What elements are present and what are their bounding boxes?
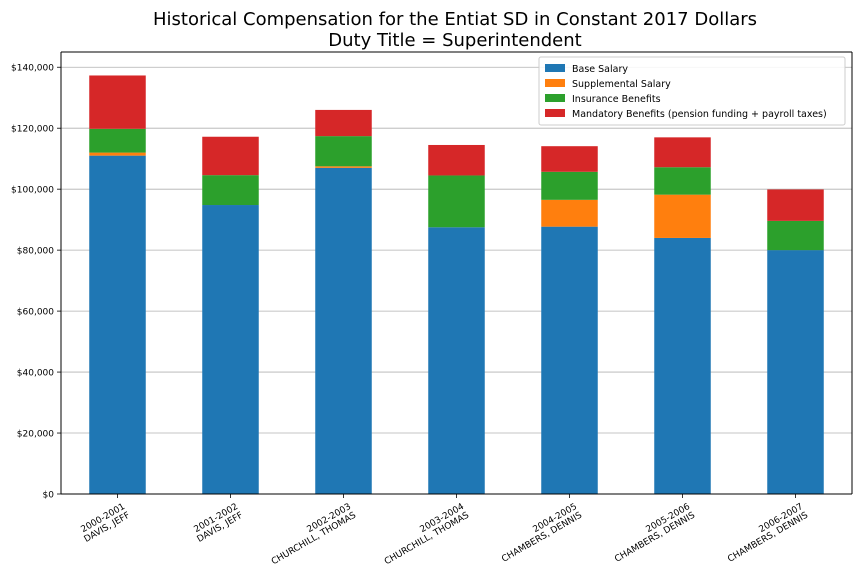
legend-swatch <box>545 79 565 87</box>
legend-swatch <box>545 94 565 102</box>
bar-segment <box>315 166 372 168</box>
x-tick-label-line: CHAMBERS, DENNIS <box>613 510 697 564</box>
bar-segment <box>541 199 598 227</box>
bar-segment <box>202 205 259 495</box>
y-tick-label: $80,000 <box>17 247 54 257</box>
bar-segment <box>541 171 598 200</box>
bar-segment <box>541 226 598 495</box>
y-tick-label: $120,000 <box>11 125 54 135</box>
legend-swatch <box>545 109 565 117</box>
legend-label: Supplemental Salary <box>572 79 671 90</box>
x-tick-label: 2003-2004CHURCHILL, THOMAS <box>378 502 471 567</box>
bar-segment <box>315 136 372 167</box>
bar-segment <box>315 109 372 137</box>
x-tick-label: 2000-2001DAVIS, JEFF <box>78 502 132 545</box>
x-tick-label-line: CHAMBERS, DENNIS <box>726 510 810 564</box>
bar-segment <box>89 152 146 156</box>
bar-segment <box>654 167 711 195</box>
bar-segment <box>89 128 146 153</box>
x-tick-label: 2006-2007CHAMBERS, DENNIS <box>721 502 810 565</box>
bar-segment <box>89 75 146 129</box>
x-tick-label: 2004-2005CHAMBERS, DENNIS <box>495 502 584 565</box>
legend-box <box>538 56 846 126</box>
bars <box>89 75 824 495</box>
y-tick-label: $40,000 <box>17 369 54 379</box>
y-tick-label: $0 <box>43 491 55 501</box>
x-tick-label-line: CHAMBERS, DENNIS <box>500 510 584 564</box>
bar-segment <box>315 167 372 495</box>
bar-segment <box>202 175 259 206</box>
x-tick-label: 2001-2002DAVIS, JEFF <box>191 502 245 545</box>
legend-label: Insurance Benefits <box>572 94 661 105</box>
x-tick-label: 2002-2003CHURCHILL, THOMAS <box>265 502 358 567</box>
bar-segment <box>202 136 259 176</box>
bar-segment <box>654 194 711 238</box>
y-tick-label: $20,000 <box>17 430 54 440</box>
bar-segment <box>654 137 711 168</box>
x-tick-label: 2005-2006CHAMBERS, DENNIS <box>608 502 697 565</box>
bar-segment <box>767 250 824 494</box>
x-tick-label-line: CHURCHILL, THOMAS <box>270 510 358 567</box>
bar-segment <box>428 144 485 176</box>
bar-segment <box>428 175 485 228</box>
x-axis-ticks: 2000-2001DAVIS, JEFF 2001-2002DAVIS, JEFF… <box>78 494 810 567</box>
x-tick-label-line: CHURCHILL, THOMAS <box>383 510 471 567</box>
y-tick-label: $100,000 <box>11 186 54 196</box>
bar-segment <box>654 237 711 494</box>
bar-segment <box>428 227 485 494</box>
legend-label: Base Salary <box>572 64 628 75</box>
y-tick-label: $60,000 <box>17 308 54 318</box>
legend-swatch <box>545 64 565 72</box>
bar-segment <box>89 155 146 495</box>
legend: Base Salary Supplemental Salary Insurance … <box>538 56 846 126</box>
chart-title: Historical Compensation for the Entiat S… <box>153 9 757 30</box>
chart-subtitle: Duty Title = Superintendent <box>328 30 581 51</box>
y-tick-label: $140,000 <box>11 64 54 74</box>
bar-segment <box>767 189 824 221</box>
legend-label: Mandatory Benefits (pension funding + pa… <box>572 109 827 120</box>
bar-segment <box>541 146 598 172</box>
bar-segment <box>767 220 824 251</box>
y-axis-ticks: $0 $20,000 $40,000 $60,000 $80,000 $100,000 $1… <box>11 64 61 501</box>
